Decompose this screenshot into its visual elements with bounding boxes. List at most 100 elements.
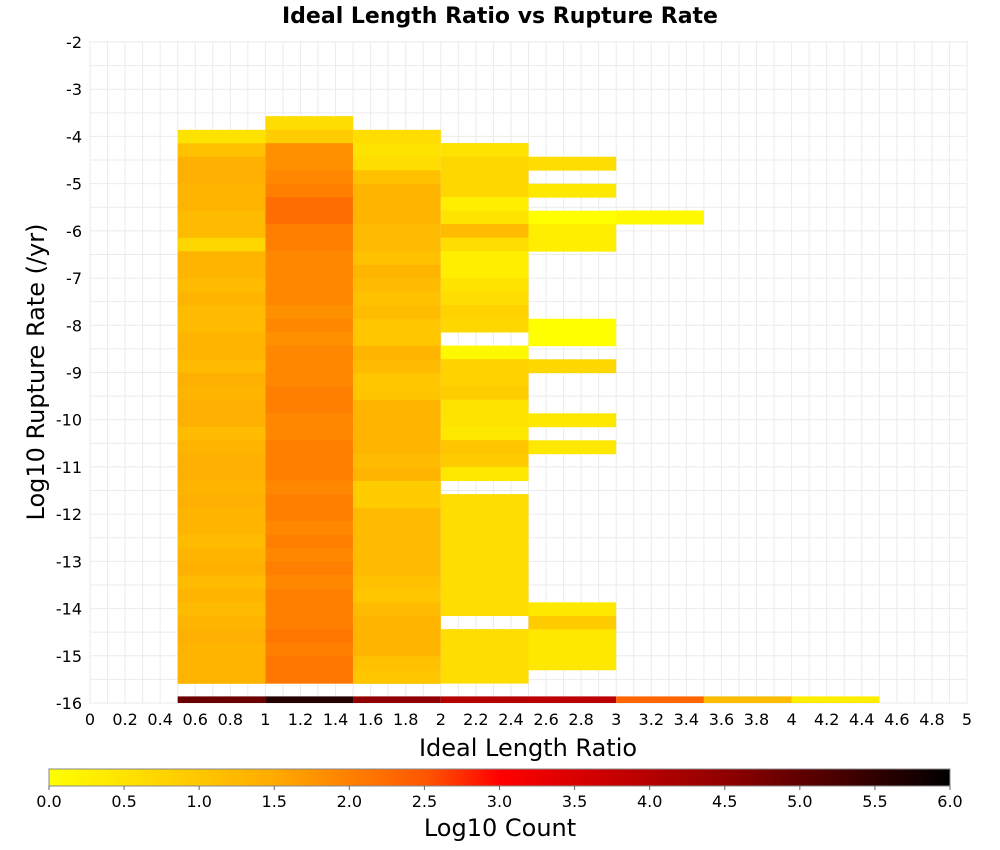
heatmap-cell [353, 467, 441, 482]
heatmap-cell [353, 251, 441, 266]
colorbar-tick-label: 0.5 [111, 792, 136, 811]
heatmap-cell [353, 143, 441, 158]
x-tick-label: 2.8 [568, 710, 593, 729]
heatmap-cell [440, 656, 529, 671]
x-tick-label: 2 [436, 710, 446, 729]
colorbar-tick-label: 3.0 [487, 792, 512, 811]
heatmap-cell [177, 453, 266, 468]
heatmap-cell [265, 588, 354, 603]
heatmap-cell [177, 615, 266, 630]
heatmap-cell [528, 183, 617, 198]
heatmap-cell [265, 642, 354, 657]
heatmap-cell [265, 332, 354, 347]
x-tick-label: 1 [260, 710, 270, 729]
heatmap-cell [177, 440, 266, 455]
heatmap-cell [353, 386, 441, 401]
y-tick-labels: -2 -3 -4 -5 -6 -7 -8 -9 -10 -11 -12 -13 -14 -15 -16 [56, 33, 82, 713]
x-tick-label: 4 [787, 710, 797, 729]
heatmap-cell [353, 588, 441, 603]
heatmap-cell [616, 210, 704, 225]
heatmap-cell [353, 224, 441, 239]
heatmap-cell [528, 696, 617, 703]
heatmap-cell [177, 534, 266, 549]
heatmap-cell [265, 143, 354, 158]
heatmap-cell [440, 305, 529, 319]
heatmap-cell [265, 426, 354, 441]
x-tick-label: 4.8 [919, 710, 944, 729]
heatmap-cell [440, 413, 529, 428]
heatmap-cell [353, 656, 441, 671]
heatmap-cell [440, 251, 529, 265]
heatmap-cell [528, 440, 617, 455]
x-tick-label: 0.8 [218, 710, 243, 729]
heatmap-cell [440, 696, 529, 703]
heatmap-cell [265, 129, 354, 144]
x-tick-label: 2.2 [463, 710, 488, 729]
heatmap-cell [177, 629, 266, 644]
heatmap-cell [528, 237, 617, 252]
heatmap-cell [353, 183, 441, 198]
y-tick-label: -15 [56, 647, 82, 666]
heatmap-cell [177, 521, 266, 536]
heatmap-cell [177, 696, 266, 703]
x-tick-label: 2.4 [498, 710, 523, 729]
heatmap-cell [177, 183, 266, 198]
heatmap-cell [265, 440, 354, 455]
x-tick-label: 1.4 [323, 710, 348, 729]
heatmap-cell [353, 359, 441, 374]
heatmap-cell [265, 224, 354, 239]
heatmap-cell [440, 170, 529, 184]
y-tick-label: -16 [56, 694, 82, 713]
heatmap-cell [440, 494, 529, 509]
colorbar-title: Log10 Count [424, 814, 576, 842]
heatmap-cell [440, 602, 529, 617]
heatmap-cell [265, 291, 354, 306]
colorbar-tick-label: 4.5 [712, 792, 737, 811]
heatmap-cell [177, 548, 266, 563]
heatmap-cell [177, 332, 266, 347]
heatmap-cell [265, 197, 354, 212]
heatmap-cell [177, 561, 266, 576]
colorbar-tick-label: 2.0 [337, 792, 362, 811]
heatmap-cell [353, 332, 441, 347]
heatmap-cell [528, 224, 617, 239]
heatmap-cell [353, 642, 441, 657]
heatmap-cell [265, 656, 354, 671]
heatmap-cell [440, 183, 529, 198]
heatmap-cell [177, 251, 266, 266]
heatmap-cell [265, 210, 354, 225]
heatmap-cell [440, 548, 529, 563]
heatmap-cell [528, 602, 617, 617]
x-tick-label: 3 [611, 710, 621, 729]
heatmap-cell [703, 696, 792, 703]
x-tick-label: 5 [962, 710, 972, 729]
heatmap-cell [177, 237, 266, 252]
heatmap-cell [353, 480, 441, 495]
heatmap-cell [440, 642, 529, 657]
colorbar-tick-label: 2.5 [412, 792, 437, 811]
heatmap-cell [265, 251, 354, 266]
heatmap-cell [177, 210, 266, 225]
heatmap-cell [528, 642, 617, 657]
heatmap-cell [265, 318, 354, 333]
heatmap-cell [177, 305, 266, 320]
heatmap-cell [353, 305, 441, 320]
heatmap-cell [353, 534, 441, 549]
x-tick-label: 1.6 [358, 710, 383, 729]
heatmap-cell [353, 453, 441, 468]
heatmap-cell [177, 669, 266, 684]
x-tick-label: 0 [85, 710, 95, 729]
colorbar [48, 768, 951, 787]
heatmap-cell [440, 399, 529, 414]
heatmap-cell [265, 453, 354, 468]
x-tick-label: 1.8 [393, 710, 418, 729]
heatmap-cell [440, 224, 529, 238]
x-axis-title: Ideal Length Ratio [419, 734, 637, 762]
heatmap-cell [353, 575, 441, 590]
x-tick-label: 2.6 [533, 710, 558, 729]
y-tick-label: -12 [56, 505, 82, 524]
heatmap-cell [265, 696, 354, 703]
heatmap-cell [353, 197, 441, 212]
heatmap-cell [440, 345, 529, 360]
y-tick-label: -7 [66, 269, 82, 288]
